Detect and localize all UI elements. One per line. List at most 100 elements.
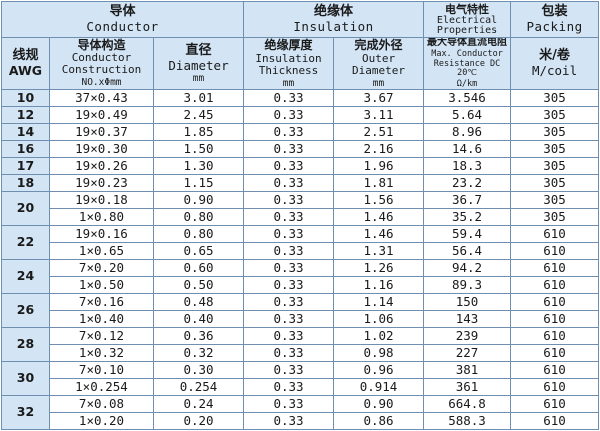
construction-cell: 19×0.49: [49, 106, 154, 124]
awg-cell: 12: [1, 106, 50, 124]
diameter-cell: 0.60: [152, 259, 245, 277]
coil-cell: 610: [510, 378, 600, 396]
awg-cell: 17: [1, 157, 50, 175]
construction-cell: 19×0.37: [49, 123, 154, 141]
resistance-cell: 143: [423, 310, 512, 328]
table-row: 1×0.50 0.50 0.33 1.16 89.3 610: [2, 276, 600, 294]
coil-cell: 305: [510, 123, 600, 141]
resistance-cell: 35.2: [423, 208, 512, 226]
resistance-cell: 150: [423, 293, 512, 311]
header-row: 导体 Conductor 绝缘体 Insulation 电气特性 Electri…: [0, 1, 600, 38]
outer-cell: 1.31: [333, 242, 425, 260]
outer-cell: 0.86: [333, 412, 425, 430]
resistance-cell: 5.64: [423, 106, 512, 124]
outer-cell: 1.16: [333, 276, 425, 294]
subheader-thickness-unit: mm: [282, 77, 295, 89]
subheader-diameter: 直径 Diameter mm: [152, 37, 245, 90]
construction-cell: 19×0.16: [49, 225, 154, 243]
construction-cell: 19×0.18: [49, 191, 154, 209]
subheader-outer-unit: mm: [372, 77, 385, 89]
construction-cell: 19×0.26: [49, 157, 154, 175]
table-row: 16 19×0.30 1.50 0.33 2.16 14.6 305: [1, 140, 600, 158]
table-row: 28 7×0.12 0.36 0.33 1.02 239 610: [1, 327, 600, 362]
thickness-cell: 0.33: [243, 361, 335, 379]
coil-cell: 610: [510, 310, 600, 328]
table-row: 30 7×0.10 0.30 0.33 0.96 381 610: [1, 361, 600, 396]
table-row: 12 19×0.49 2.45 0.33 3.11 5.64 305: [1, 106, 600, 124]
coil-cell: 610: [510, 344, 600, 362]
outer-cell: 1.56: [333, 191, 425, 209]
thickness-cell: 0.33: [243, 310, 335, 328]
header-packing-cn: 包装: [541, 4, 568, 20]
diameter-cell: 0.30: [152, 361, 245, 379]
outer-cell: 2.51: [333, 123, 425, 141]
outer-cell: 1.46: [333, 208, 425, 226]
outer-cell: 1.96: [333, 157, 425, 175]
resistance-cell: 36.7: [423, 191, 512, 209]
resistance-cell: 18.3: [423, 157, 512, 175]
diameter-cell: 3.01: [152, 89, 245, 107]
coil-cell: 305: [510, 140, 600, 158]
table-row: 24 7×0.20 0.60 0.33 1.26 94.2 610: [1, 259, 600, 294]
construction-cell: 1×0.65: [49, 242, 154, 260]
subheader-resistance: 最大导体直流电阻 Max. Conductor Resistance DC 20…: [423, 37, 512, 90]
awg-cell: 32: [1, 395, 50, 430]
awg-cell: 14: [1, 123, 50, 141]
coil-cell: 305: [510, 174, 600, 192]
header-conductor-en: Conductor: [86, 19, 159, 35]
resistance-cell: 14.6: [423, 140, 512, 158]
outer-cell: 0.914: [333, 378, 425, 396]
subheader-outer-en: Outer Diameter: [352, 51, 406, 77]
construction-cell: 1×0.20: [49, 412, 154, 430]
coil-cell: 610: [510, 259, 600, 277]
outer-cell: 0.96: [333, 361, 425, 379]
outer-cell: 1.06: [333, 310, 425, 328]
table-row: 26 7×0.16 0.48 0.33 1.14 150 610: [1, 293, 600, 328]
diameter-cell: 0.90: [152, 191, 245, 209]
header-insulation: 绝缘体 Insulation: [243, 1, 425, 38]
table-row: 1×0.65 0.65 0.33 1.31 56.4 610: [2, 242, 600, 260]
diameter-cell: 1.30: [152, 157, 245, 175]
subheader-awg-cn: 线规: [12, 48, 39, 64]
resistance-cell: 23.2: [423, 174, 512, 192]
awg-cell: 16: [1, 140, 50, 158]
thickness-cell: 0.33: [243, 293, 335, 311]
subheader-resistance-unit: Ω/km: [456, 79, 478, 90]
diameter-cell: 0.50: [152, 276, 245, 294]
subheader-coil-en: M/coil: [531, 63, 578, 79]
subheader-construction-unit: NO.xΦmm: [81, 77, 122, 89]
subheader-resistance-cn: 最大导体直流电阻: [427, 37, 508, 49]
outer-cell: 1.14: [333, 293, 425, 311]
diameter-cell: 0.32: [152, 344, 245, 362]
subheader-diameter-en: Diameter: [168, 57, 229, 73]
subheader-coil-cn: 米/卷: [539, 48, 570, 64]
construction-cell: 7×0.10: [49, 361, 154, 379]
outer-cell: 2.16: [333, 140, 425, 158]
subheader-resistance-en: Max. Conductor Resistance DC 20℃: [431, 49, 503, 78]
table-row: 1×0.32 0.32 0.33 0.98 227 610: [2, 344, 600, 362]
diameter-cell: 1.85: [152, 123, 245, 141]
table-row: 14 19×0.37 1.85 0.33 2.51 8.96 305: [1, 123, 600, 141]
diameter-cell: 0.80: [152, 225, 245, 243]
table-row: 1×0.254 0.254 0.33 0.914 361 610: [2, 378, 600, 396]
resistance-cell: 381: [423, 361, 512, 379]
subheader-coil: 米/卷 M/coil: [510, 37, 600, 90]
subheader-awg: 线规 AWG: [1, 37, 50, 90]
outer-cell: 1.26: [333, 259, 425, 277]
diameter-cell: 0.24: [152, 395, 245, 413]
diameter-cell: 0.65: [152, 242, 245, 260]
diameter-cell: 0.36: [152, 327, 245, 345]
thickness-cell: 0.33: [243, 242, 335, 260]
awg-cell: 30: [1, 361, 50, 396]
table-row: 1×0.20 0.20 0.33 0.86 588.3 610: [2, 412, 600, 430]
table-row: 10 37×0.43 3.01 0.33 3.67 3.546 305: [1, 89, 600, 107]
coil-cell: 610: [510, 276, 600, 294]
subheader-diameter-cn: 直径: [185, 42, 212, 58]
awg-cell: 22: [1, 225, 50, 260]
construction-cell: 7×0.20: [49, 259, 154, 277]
coil-cell: 610: [510, 395, 600, 413]
subheader-outer: 完成外径 Outer Diameter mm: [333, 37, 425, 90]
diameter-cell: 2.45: [152, 106, 245, 124]
subheader-construction-en: Conductor Construction: [61, 51, 142, 77]
